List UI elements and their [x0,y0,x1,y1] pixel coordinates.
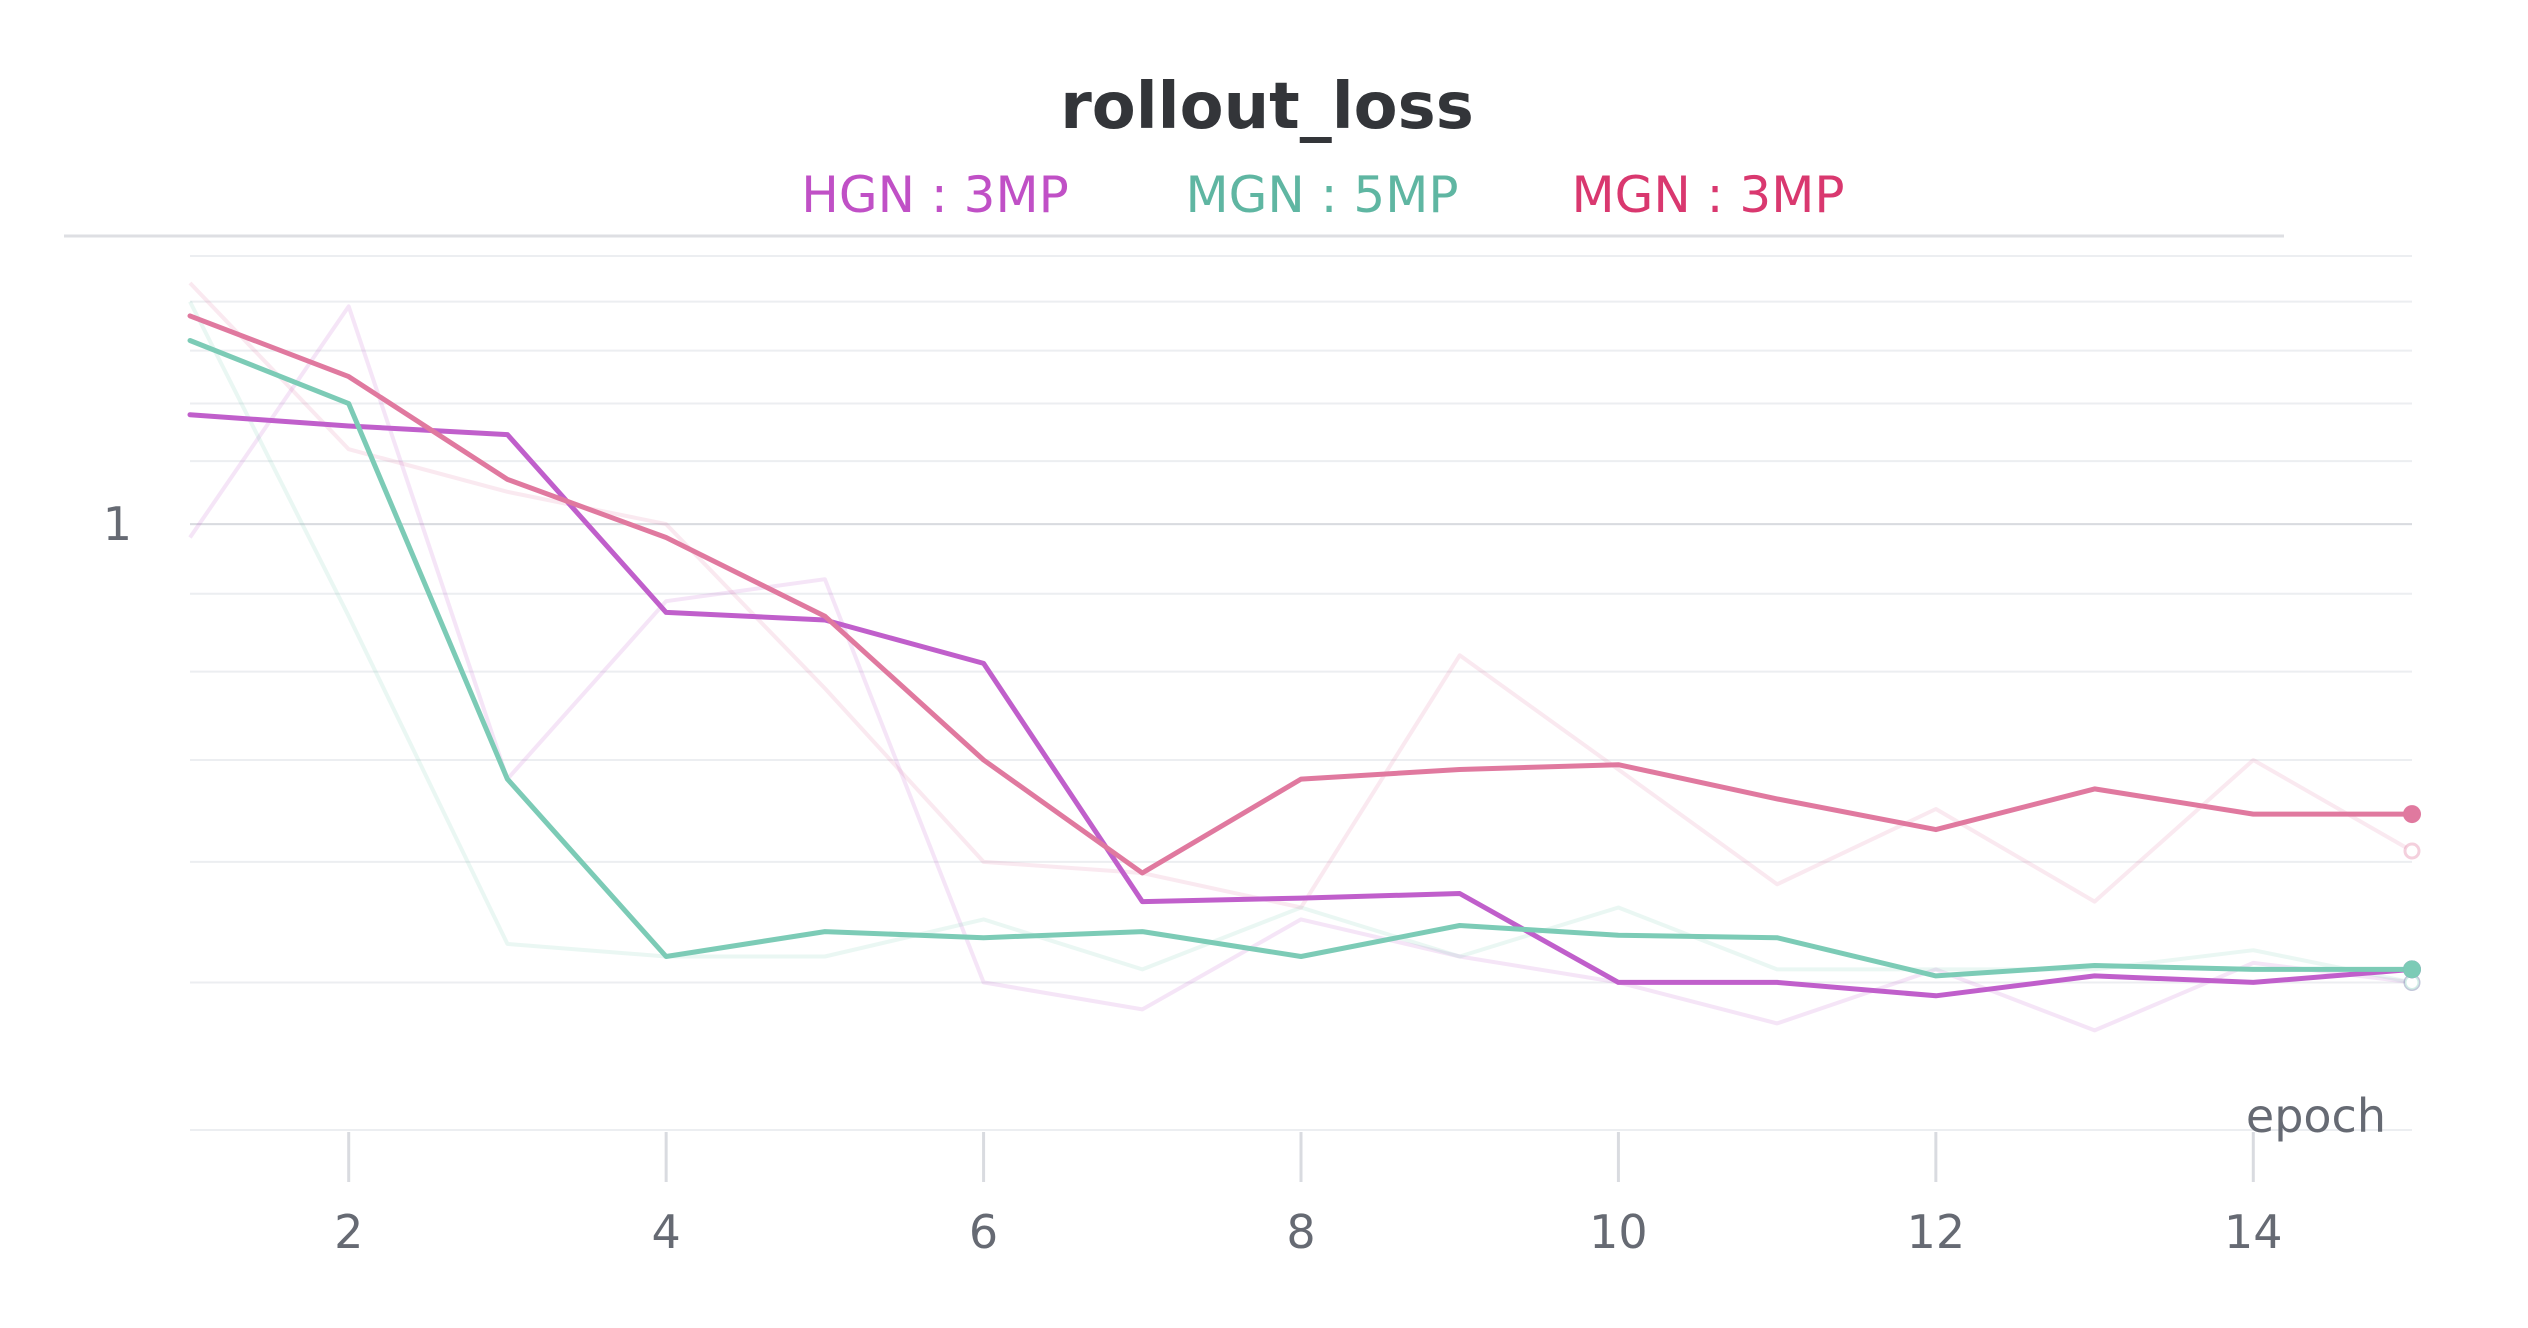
legend: HGN : 3MP MGN : 5MP MGN : 3MP [801,166,1844,224]
y-axis: 1 [103,497,2412,551]
y-tick-label: 1 [103,497,132,551]
x-tick-label: 2 [334,1205,363,1259]
x-axis-label: epoch [2246,1089,2386,1143]
series-line-mgn-3mp[interactable] [187,313,2415,876]
series-line-hgn-3mp[interactable] [187,412,2415,999]
raw-end-point-mgn-3mp [2403,842,2421,860]
chart-title: rollout_loss [1060,70,1474,144]
x-tick-label: 8 [1286,1205,1315,1259]
smoothed-series-group [187,313,2415,999]
x-tick-label: 6 [969,1205,998,1259]
legend-item-hgn-3mp[interactable]: HGN : 3MP [801,166,1068,224]
x-tick-label: 10 [1589,1205,1648,1259]
x-tick-label: 14 [2224,1205,2283,1259]
series-end-point-mgn-5mp[interactable] [2403,960,2421,979]
raw-series-line-mgn-3mp [188,281,2413,910]
raw-series-line-hgn-3mp [188,304,2413,1033]
legend-item-mgn-3mp[interactable]: MGN : 3MP [1571,166,1844,224]
series-end-point-mgn-3mp[interactable] [2403,805,2421,824]
legend-item-mgn-5mp[interactable]: MGN : 5MP [1185,166,1458,224]
series-end-markers [2403,805,2421,991]
series-line-mgn-5mp[interactable] [187,338,2415,979]
grid-lines [190,255,2412,1131]
x-tick-label: 4 [652,1205,681,1259]
x-axis: 2 4 6 8 10 12 14 [334,1132,2283,1259]
x-tick-label: 12 [1907,1205,1966,1259]
raw-series-group [188,281,2413,1033]
